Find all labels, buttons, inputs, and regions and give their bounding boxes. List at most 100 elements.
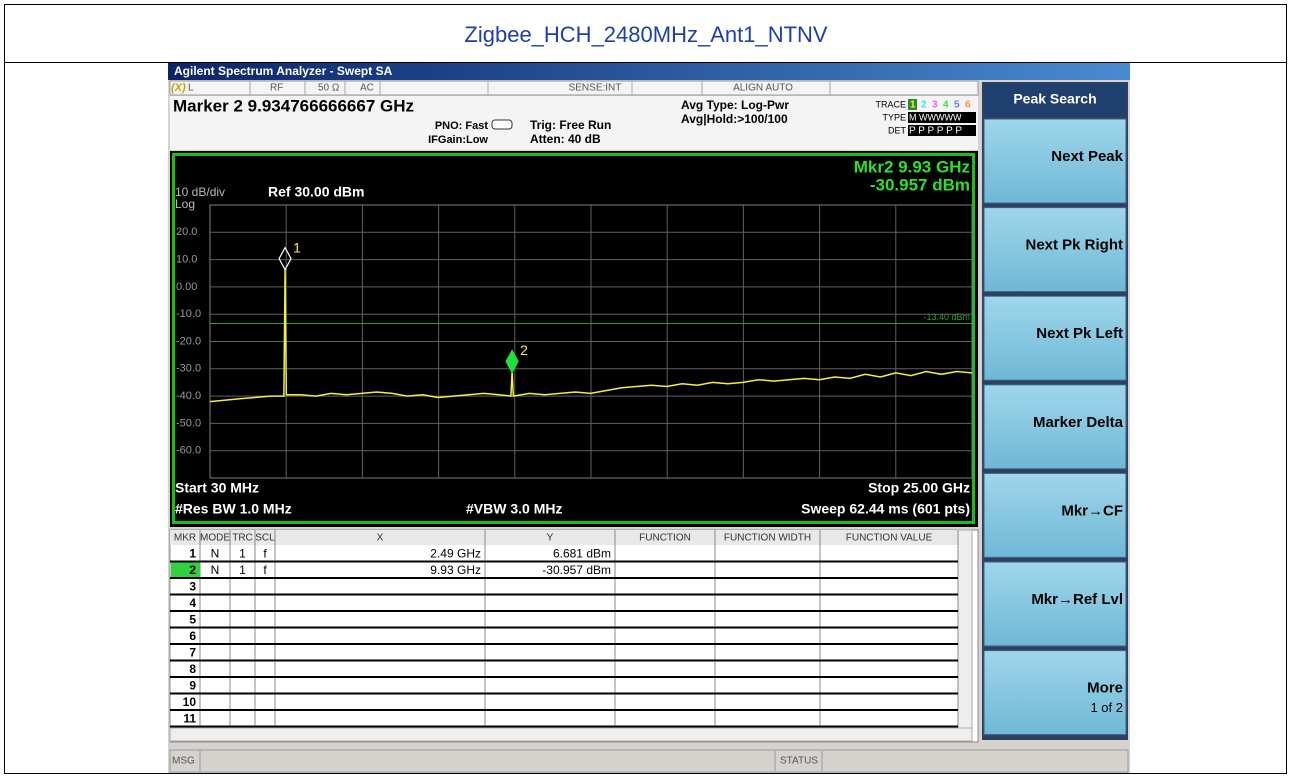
table-body: MKR MODE TRC SCL X Y FUNCTION FUNCTION WIDTH FUN…	[170, 530, 959, 728]
table-header-cell: FUNCTION VALUE	[846, 533, 933, 544]
table-header-cell: X	[377, 533, 384, 544]
softkey[interactable]	[983, 472, 1127, 558]
table-cell: -30.957 dBm	[542, 563, 611, 577]
screen	[170, 151, 978, 527]
softkey-label[interactable]: Next Pk Left	[1036, 325, 1123, 342]
active-row-mark	[171, 562, 200, 577]
y-tick-label: 10.0	[176, 254, 197, 266]
status-row	[169, 80, 979, 96]
softkeys: Next Peak Next Pk Right Next Pk Left Marker…	[983, 118, 1127, 736]
trace-number: 6	[965, 100, 971, 111]
softkey[interactable]	[983, 295, 1127, 381]
y-tick-label: -20.0	[176, 335, 201, 347]
y-tick-label: -40.0	[176, 390, 201, 402]
table-cell: 9	[189, 678, 196, 692]
y-tick-label: 20.0	[176, 226, 197, 238]
marker-diamond	[505, 349, 519, 374]
det-box	[908, 125, 976, 136]
ifgain: IFGain:Low	[428, 134, 488, 146]
trace-number: 4	[943, 100, 949, 111]
softkey-label[interactable]: Next Pk Right	[1025, 237, 1123, 254]
y-tick-label: -30.0	[176, 363, 201, 375]
plot: 20.0 10.0 0.00 -10.0 -20.0 -30.0 -40.0 -50.0 -60…	[176, 204, 973, 479]
table-cell: 8	[189, 662, 196, 676]
mkr-readout-amp: -30.957 dBm	[870, 175, 970, 194]
softkey[interactable]	[983, 207, 1127, 293]
scale: 10 dB/div	[175, 185, 225, 199]
trace-number: 3	[932, 100, 938, 111]
start-freq: Start 30 MHz	[175, 480, 259, 496]
table-cell: 5	[189, 612, 196, 626]
type-value: M WWWWW	[909, 112, 962, 122]
softkey-label[interactable]: Mkr→CF	[1061, 502, 1123, 519]
h-scrollbar	[169, 727, 973, 742]
v-scrollbar	[957, 529, 973, 729]
sweep: Sweep 62.44 ms (601 pts)	[801, 501, 970, 517]
y-tick-label: -50.0	[176, 417, 201, 429]
det-label: DET	[888, 125, 907, 135]
avg-type: Avg Type: Log-Pwr	[681, 98, 789, 112]
table-cell: 6.681 dBm	[553, 546, 611, 560]
type-label: TYPE	[882, 112, 906, 122]
softkey-label[interactable]: More	[1087, 680, 1123, 697]
avg-hold: Avg|Hold:>100/100	[681, 112, 788, 126]
trace	[209, 268, 973, 403]
table-header	[170, 530, 958, 545]
ref-level: Ref 30.00 dBm	[268, 184, 364, 200]
softkey-label[interactable]: Next Peak	[1051, 148, 1123, 165]
table-cell: 11	[183, 711, 196, 725]
softkey[interactable]	[983, 650, 1127, 736]
table-header-cell: FUNCTION WIDTH	[724, 533, 811, 544]
bottom-bar	[169, 749, 1129, 773]
softkey-sublabel[interactable]: 1 of 2	[1090, 700, 1123, 715]
table-header-cell: TRC	[232, 533, 253, 544]
trace-label: TRACE	[875, 99, 906, 109]
settings-panel	[170, 96, 978, 150]
stop-freq: Stop 25.00 GHz	[868, 480, 970, 496]
window-title: Agilent Spectrum Analyzer - Swept SA	[174, 64, 393, 78]
marker-label: 2	[520, 342, 528, 358]
status-item: 50 Ω	[318, 83, 340, 94]
table-header-cell: SCL	[255, 533, 275, 544]
table-cell: 10	[183, 695, 197, 709]
trace-number: 1	[910, 100, 916, 111]
rbw: #Res BW 1.0 MHz	[175, 501, 292, 517]
mkr-readout-freq: Mkr2 9.93 GHz	[854, 157, 970, 176]
table-header-cell: FUNCTION	[639, 533, 691, 544]
table-header-cell: MKR	[174, 533, 196, 544]
softkey[interactable]	[983, 561, 1127, 647]
softkey[interactable]	[983, 118, 1127, 204]
softkey-label[interactable]: Marker Delta	[1033, 414, 1124, 431]
vbw: #VBW 3.0 MHz	[466, 501, 562, 517]
atten: Atten: 40 dB	[530, 132, 601, 146]
status: STATUS	[780, 756, 818, 767]
table-cell: 3	[189, 579, 196, 593]
title-bar	[168, 63, 1130, 80]
table-cell: 1	[239, 546, 246, 560]
trace-number: 2	[921, 100, 927, 111]
table-cell: 7	[189, 645, 196, 659]
table-cell: 2	[189, 563, 196, 577]
y-tick-label: -60.0	[176, 445, 201, 457]
status-icon: (X)	[171, 82, 186, 94]
marker-table	[169, 529, 979, 743]
softkey-label[interactable]: Mkr→Ref Lvl	[1031, 591, 1123, 608]
pno: PNO: Fast	[435, 120, 489, 132]
display-line-label: -13.40 dBm	[923, 312, 970, 322]
status-item: L	[188, 83, 194, 94]
softkey-title: Peak Search	[1013, 91, 1096, 107]
table-header-cell: MODE	[200, 533, 230, 544]
marker-readout: Marker 2 9.934766666667 GHz	[173, 96, 414, 115]
scale-type: Log	[175, 197, 195, 211]
table-cell: N	[211, 563, 220, 577]
table-cell: 9.93 GHz	[430, 563, 481, 577]
status-item: ALIGN AUTO	[733, 83, 793, 94]
softkey[interactable]	[983, 384, 1127, 470]
y-tick-label: -10.0	[176, 308, 201, 320]
table-cell: 1	[239, 563, 246, 577]
table-cell: N	[211, 546, 220, 560]
table-cell: f	[263, 546, 267, 560]
status-item: RF	[270, 83, 283, 94]
table-cell: 1	[189, 546, 196, 560]
